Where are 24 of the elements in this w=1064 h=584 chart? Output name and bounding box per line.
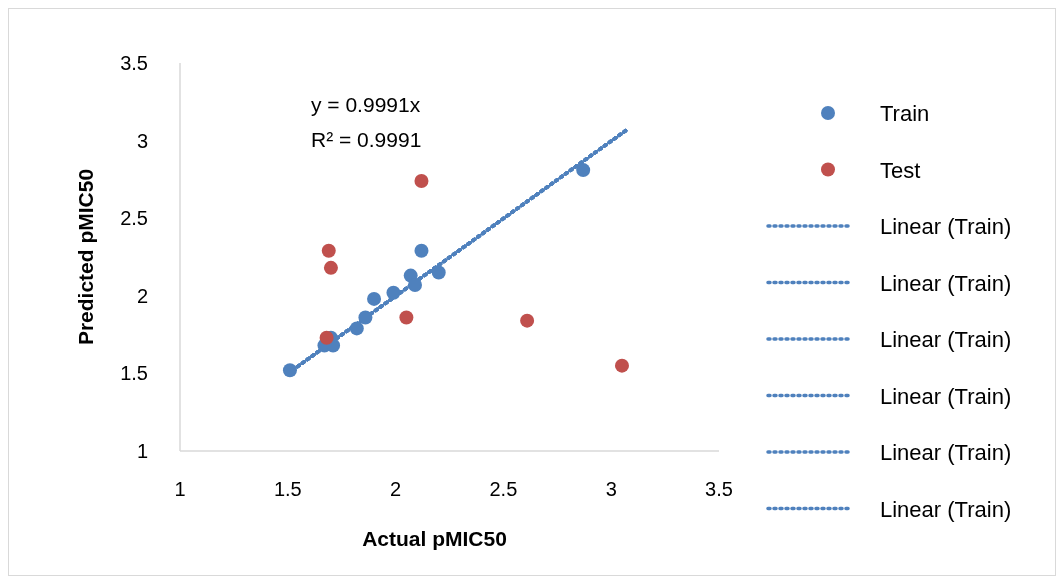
y-tick-label: 2 — [136, 284, 148, 307]
y-tick-label: 2.5 — [120, 207, 148, 230]
y-axis-title: Predicted pMIC50 — [74, 168, 97, 346]
y-tick-label: 1 — [136, 440, 148, 462]
legend-label: Linear (Train) — [880, 440, 1012, 465]
annotation: R² = 0.9991 — [311, 128, 422, 151]
x-axis-title: Actual pMIC50 — [362, 527, 507, 550]
y-tick-label: 3 — [136, 129, 148, 152]
legend-label: Linear (Train) — [880, 214, 1012, 239]
x-tick-label: 3.5 — [705, 478, 733, 500]
x-tick-label: 2.5 — [489, 478, 518, 500]
legend-label: Test — [880, 157, 921, 183]
legend-label: Train — [880, 101, 930, 126]
x-tick-label: 1 — [174, 478, 186, 500]
x-tick-label: 2 — [390, 478, 402, 500]
legend-label: Linear (Train) — [880, 327, 1012, 352]
y-tick-label: 1.5 — [120, 362, 148, 385]
x-tick-label: 1.5 — [273, 478, 302, 500]
legend-label: Linear (Train) — [880, 496, 1012, 522]
y-tick-label: 3.5 — [120, 52, 148, 74]
x-tick-label: 3 — [605, 478, 617, 500]
legend-label: Linear (Train) — [880, 270, 1012, 296]
annotation: y = 0.9991x — [311, 93, 421, 116]
legend-label: Linear (Train) — [880, 383, 1012, 409]
